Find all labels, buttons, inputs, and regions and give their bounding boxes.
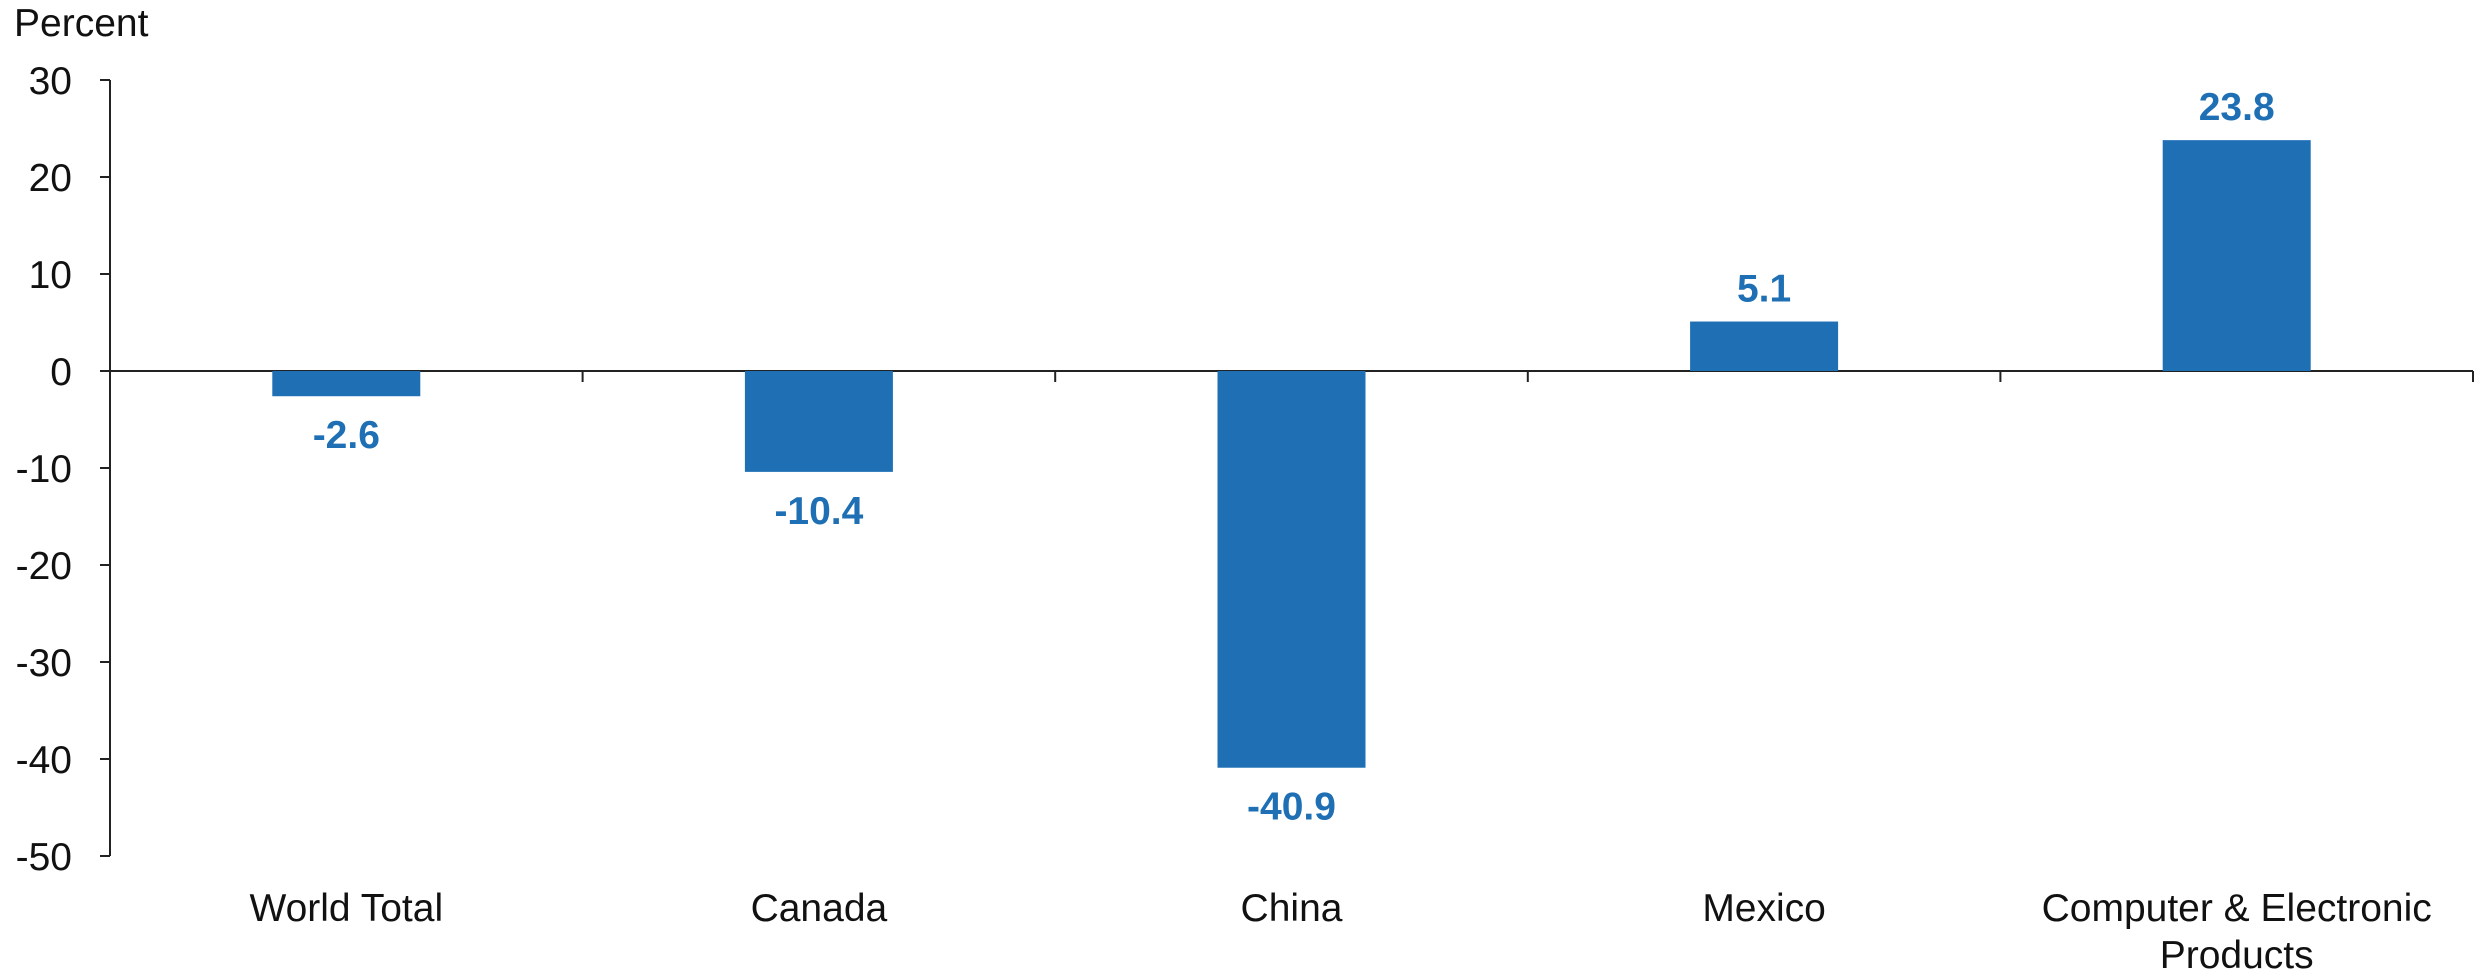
y-tick-label: 20: [29, 157, 72, 200]
bar: [1217, 371, 1366, 768]
bar: [744, 371, 893, 472]
data-label: -10.4: [774, 490, 863, 533]
category-label: World Total: [249, 887, 443, 930]
y-axis-title: Percent: [14, 2, 149, 45]
y-tick-label: 0: [50, 351, 72, 394]
data-label: 23.8: [2199, 86, 2275, 129]
y-tick-label: -30: [16, 642, 72, 685]
bar: [2162, 140, 2311, 371]
y-tick-label: -10: [16, 448, 72, 491]
bar: [272, 371, 421, 397]
category-label: Canada: [751, 887, 888, 930]
y-axis: 30 20 10 0 -10 -20 -30 -40 -50: [16, 60, 111, 879]
data-label: 5.1: [1737, 268, 1791, 311]
y-tick-label: -20: [16, 545, 72, 588]
y-tick-label: -50: [16, 836, 72, 879]
bars: [272, 140, 2311, 768]
category-label: China: [1241, 887, 1343, 930]
category-label: Products: [2160, 934, 2314, 974]
y-tick-label: 10: [29, 254, 72, 297]
y-tick-label: 30: [29, 60, 72, 103]
category-label: Computer & Electronic: [2042, 887, 2432, 930]
data-label: -2.6: [313, 414, 380, 457]
y-tick-label: -40: [16, 739, 72, 782]
category-label: Mexico: [1702, 887, 1826, 930]
bar: [1690, 321, 1839, 371]
category-labels: World Total Canada China Mexico Computer & E…: [249, 887, 2431, 974]
data-label: -40.9: [1247, 786, 1336, 829]
value-labels: -2.6 -10.4 -40.9 5.1 23.8: [313, 86, 2275, 829]
